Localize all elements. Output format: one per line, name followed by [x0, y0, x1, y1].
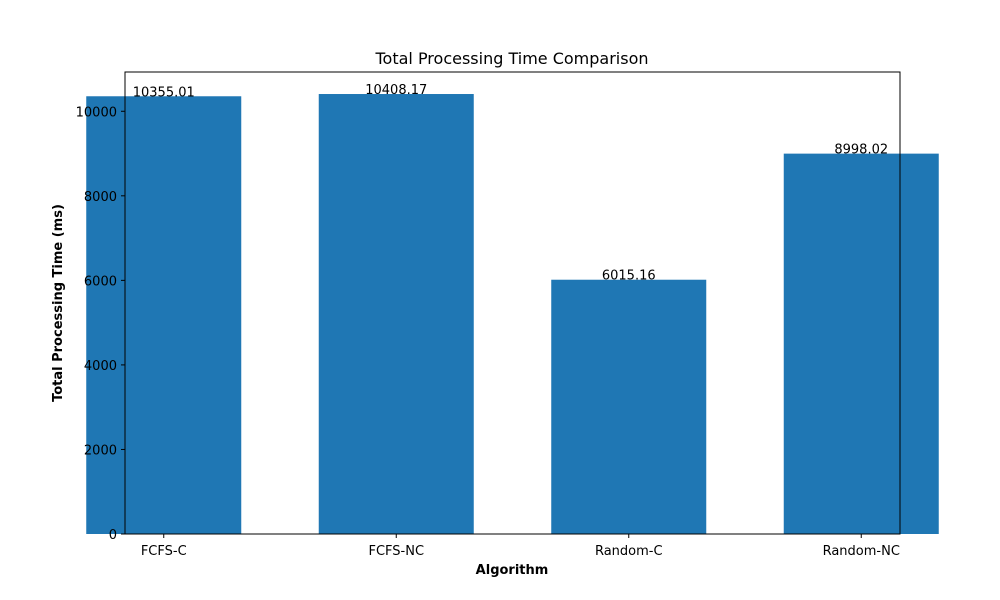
plot-frame [124, 71, 901, 535]
x-axis-ticks: FCFS-C FCFS-NC Random-C Random-NC [141, 534, 900, 559]
bar-random-c [551, 279, 707, 534]
data-label-fcfs-c: 10355.01 [133, 85, 195, 100]
data-label-random-nc: 8998.02 [834, 143, 888, 158]
x-tick-label-random-c: Random-C [595, 544, 663, 559]
y-tick-label-4000: 4000 [84, 359, 117, 374]
data-label-random-c: 6015.16 [602, 269, 656, 284]
bar-fcfs-c [86, 96, 242, 534]
x-tick-label-fcfs-nc: FCFS-NC [368, 544, 424, 559]
y-tick-label-2000: 2000 [84, 443, 117, 458]
x-tick-label-fcfs-c: FCFS-C [141, 544, 187, 559]
data-labels-group: 10355.01 10408.17 6015.16 8998.02 [133, 83, 888, 284]
chart-title: Total Processing Time Comparison [374, 49, 648, 68]
y-tick-label-10000: 10000 [76, 105, 117, 120]
y-tick-label-6000: 6000 [84, 274, 117, 289]
x-axis-label: Algorithm [476, 563, 549, 578]
bar-fcfs-nc [318, 94, 474, 534]
y-tick-label-0: 0 [109, 528, 117, 543]
y-tick-label-8000: 8000 [84, 190, 117, 205]
y-axis-ticks: 0 2000 4000 6000 8000 10000 [76, 105, 125, 543]
bars-group [86, 94, 939, 534]
x-tick-label-random-nc: Random-NC [823, 544, 900, 559]
data-label-fcfs-nc: 10408.17 [365, 83, 427, 98]
bar-random-nc [783, 153, 939, 534]
y-axis-label: Total Processing Time (ms) [51, 204, 66, 402]
